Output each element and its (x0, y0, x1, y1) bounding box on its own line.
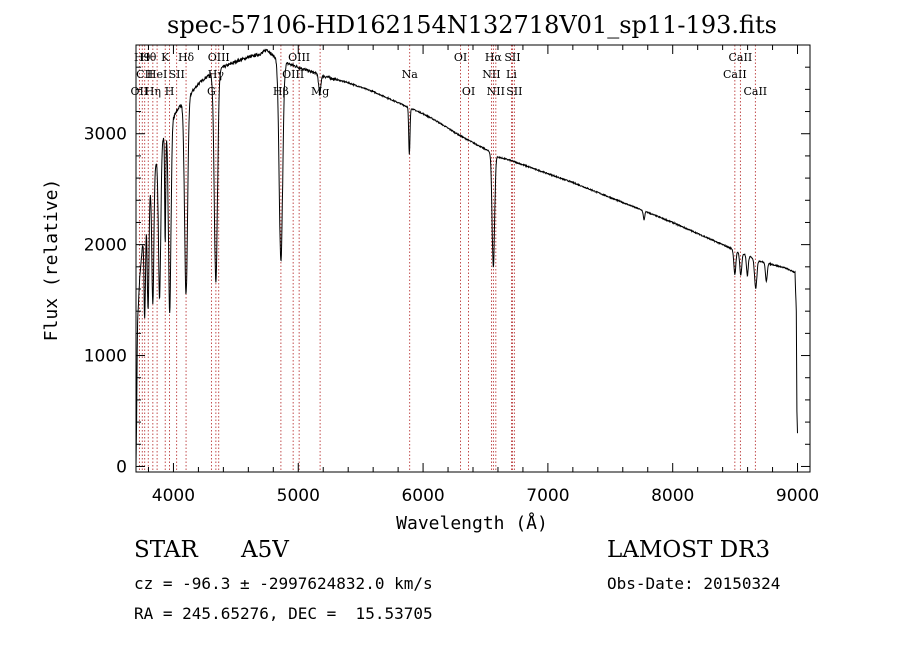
line-marker-label: CaII (723, 68, 747, 81)
line-marker-label: HeI (147, 68, 167, 81)
line-marker-label: OI (454, 51, 467, 64)
line-marker-label: SII (506, 85, 522, 98)
line-marker-label: OII (131, 85, 149, 98)
line-marker-label-group: OIIH9CIIHθHηHeIKHSIIHδGHγOIIIHβOIIIOIIIM… (131, 51, 768, 98)
line-marker-label: SII (169, 68, 185, 81)
y-axis-label: Flux (relative) (41, 179, 62, 342)
line-marker-label: K (161, 51, 170, 64)
redshift-line: cz = -96.3 ± -2997624832.0 km/s (134, 574, 433, 593)
line-marker-label: G (207, 85, 216, 98)
line-marker-label: Li (506, 68, 517, 81)
spectrum-line (135, 48, 798, 467)
line-marker-label: OIII (208, 51, 230, 64)
x-axis: 4000 5000 6000 7000 8000 9000 (147, 45, 819, 506)
coordinates: RA = 245.65276, DEC = 15.53705 (134, 604, 433, 623)
line-marker-label: Na (402, 68, 419, 81)
line-marker-label: OIII (282, 68, 304, 81)
line-marker-group (138, 45, 756, 472)
line-marker-label: Hα (485, 51, 503, 64)
obs-date: Obs-Date: 20150324 (607, 574, 781, 593)
line-marker-label: CaII (729, 51, 753, 64)
x-tick-label: 5000 (277, 486, 320, 506)
spectral-subclass: A5V (241, 537, 289, 563)
x-tick-label: 8000 (651, 486, 694, 506)
line-marker-label: OI (462, 85, 475, 98)
line-marker-label: SII (504, 51, 520, 64)
object-type: STAR (134, 537, 198, 563)
line-marker-label: NII (482, 68, 500, 81)
survey-name: LAMOST DR3 (607, 537, 771, 563)
line-marker-label: H (165, 85, 175, 98)
x-tick-label: 6000 (401, 486, 444, 506)
line-marker-label: CaII (743, 85, 767, 98)
line-marker-label: Hθ (140, 51, 157, 64)
line-marker-label: OIII (288, 51, 310, 64)
y-tick-label: 2000 (84, 236, 127, 256)
x-tick-label: 4000 (152, 486, 195, 506)
line-marker-label: NII (487, 85, 505, 98)
x-tick-label: 9000 (776, 486, 819, 506)
line-marker-label: Hη (145, 85, 161, 98)
line-marker-label: Hβ (273, 85, 289, 98)
y-axis: 0 1000 2000 3000 (84, 66, 810, 477)
line-marker-label: CII (136, 68, 153, 81)
chart-title: spec-57106-HD162154N132718V01_sp11-193.f… (167, 11, 777, 39)
x-tick-label: 7000 (526, 486, 569, 506)
y-tick-label: 0 (116, 457, 127, 477)
plot-frame (135, 44, 811, 473)
y-tick-label: 3000 (84, 125, 127, 145)
line-marker-label: Hδ (178, 51, 195, 64)
x-axis-label: Wavelength (Å) (396, 512, 548, 534)
line-marker-label: H9 (134, 51, 151, 64)
y-tick-label: 1000 (84, 347, 127, 367)
